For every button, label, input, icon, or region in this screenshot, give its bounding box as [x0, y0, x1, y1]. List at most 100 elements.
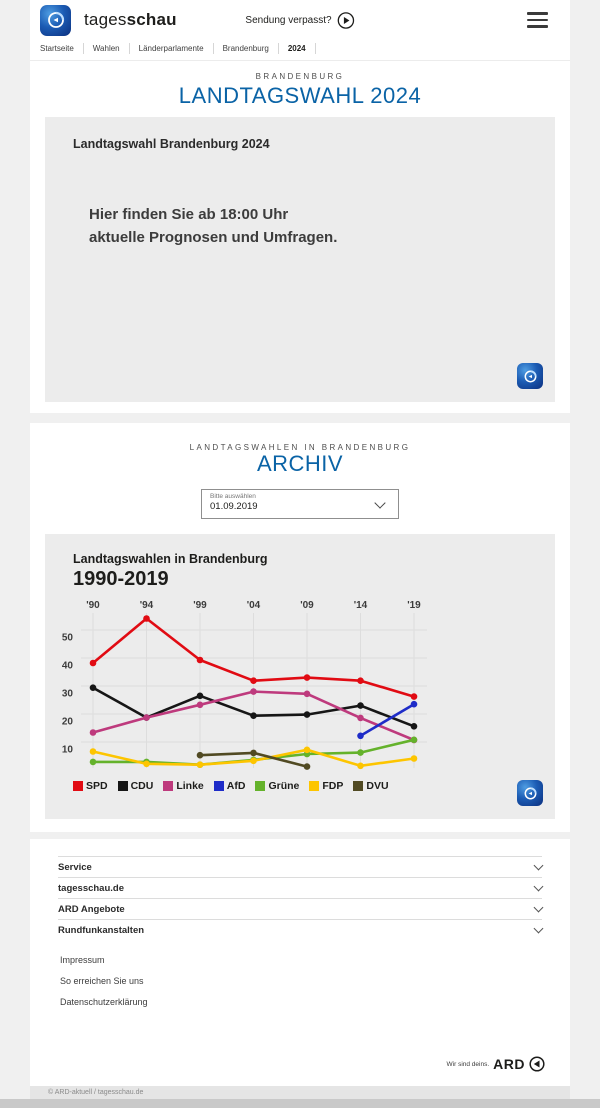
- accordion-label: tagesschau.de: [58, 882, 124, 894]
- footer-links: Impressum So erreichen Sie uns Datenschu…: [60, 950, 570, 1013]
- legend-swatch: [255, 781, 266, 792]
- play-icon[interactable]: [337, 11, 355, 29]
- legend-swatch: [163, 781, 174, 792]
- svg-text:40: 40: [62, 661, 74, 672]
- legend-item-linke: Linke: [163, 780, 204, 793]
- tagesschau-corner-logo-icon: [517, 363, 543, 390]
- breadcrumb-separator: [82, 43, 84, 54]
- breadcrumb: Startseite Wahlen Länderparlamente Brand…: [30, 40, 570, 61]
- breadcrumb-separator: [128, 43, 130, 54]
- site-header: tagesschau Sendung verpasst?: [30, 0, 570, 40]
- svg-text:'99: '99: [193, 600, 207, 611]
- ard-one-icon: [529, 1056, 545, 1072]
- accordion-label: Service: [58, 861, 92, 873]
- accordion-label: ARD Angebote: [58, 903, 125, 915]
- breadcrumb-separator: [212, 43, 214, 54]
- legend-label: SPD: [86, 780, 108, 793]
- legend-label: Grüne: [268, 780, 300, 793]
- chevron-down-icon[interactable]: [533, 902, 544, 913]
- svg-text:'90: '90: [86, 600, 100, 611]
- page-title: LANDTAGSWAHL 2024: [178, 83, 422, 108]
- ard-brand-lockup: Wir sind deins. ARD: [447, 1056, 545, 1072]
- svg-text:20: 20: [62, 717, 74, 728]
- legend-label: DVU: [366, 780, 389, 793]
- hero-kicker: BRANDENBURG: [255, 72, 345, 81]
- accordion-rundfunkanstalten[interactable]: Rundfunkanstalten: [58, 919, 544, 940]
- tagesschau-globe-icon: [524, 787, 537, 800]
- main-card: tagesschau Sendung verpasst? Startseite …: [30, 0, 570, 414]
- svg-text:'04: '04: [247, 600, 261, 611]
- breadcrumb-item-2024[interactable]: 2024: [287, 44, 306, 53]
- tagesschau-globe-icon: [524, 370, 537, 383]
- tagesschau-logo[interactable]: [40, 4, 71, 36]
- svg-text:'94: '94: [140, 600, 154, 611]
- svg-text:10: 10: [62, 745, 74, 756]
- legend-item-afd: AfD: [213, 780, 246, 793]
- breadcrumb-item-startseite[interactable]: Startseite: [40, 44, 74, 53]
- section-gap: [0, 413, 600, 424]
- accordion-ard-angebote[interactable]: ARD Angebote: [58, 898, 544, 919]
- chevron-down-icon[interactable]: [533, 881, 544, 892]
- archive-title: ARCHIV: [256, 451, 344, 477]
- breadcrumb-separator: [314, 43, 316, 54]
- teaser-heading: Landtagswahl Brandenburg 2024: [73, 137, 270, 152]
- footer-card: Service tagesschau.de ARD Angebote Rundf…: [30, 839, 570, 1087]
- legend-label: AfD: [226, 780, 246, 793]
- menu-button[interactable]: [527, 12, 548, 28]
- menu-bar: [527, 18, 548, 22]
- tagesschau-globe-icon: [47, 11, 64, 28]
- sendung-verpasst-link[interactable]: Sendung verpasst?: [245, 11, 355, 29]
- teaser-message-line1: Hier finden Sie ab 18:00 Uhr: [89, 206, 289, 224]
- menu-bar: [527, 25, 548, 28]
- teaser-message: Hier finden Sie ab 18:00 Uhr aktuelle Pr…: [89, 203, 527, 250]
- accordion-label: Rundfunkanstalten: [58, 924, 145, 936]
- brand-prefix: tages: [84, 10, 127, 29]
- footer-link-kontakt[interactable]: So erreichen Sie uns: [60, 976, 144, 987]
- legend-swatch: [117, 781, 128, 792]
- chevron-down-icon[interactable]: [533, 923, 544, 934]
- card-bottom-spacer: [30, 402, 570, 413]
- tagesschau-corner-logo-icon: [517, 780, 543, 807]
- election-line-chart: '90 '94 '99 '04 '09 '14 '19 10 20 30 40 50: [62, 600, 427, 771]
- brand-wordmark[interactable]: tagesschau: [84, 10, 177, 30]
- brand-suffix: schau: [126, 10, 177, 29]
- ard-wordmark: ARD: [493, 1056, 525, 1073]
- legend-item-spd: SPD: [73, 780, 108, 792]
- select-label: Bitte auswählen: [210, 493, 256, 501]
- copyright-text: © ARD-aktuell / tagesschau.de: [48, 1089, 144, 1097]
- chart-legend: SPD CDU Linke AfD Grüne FDP DVU: [73, 780, 555, 792]
- chevron-down-icon[interactable]: [533, 860, 544, 871]
- archive-kicker: LANDTAGSWAHLEN IN BRANDENBURG: [189, 443, 411, 453]
- accordion-service[interactable]: Service: [58, 856, 544, 877]
- archive-date-select[interactable]: Bitte auswählen 01.09.2019: [201, 489, 399, 520]
- menu-bar: [527, 12, 548, 15]
- copyright-strip: © ARD-aktuell / tagesschau.de: [30, 1086, 570, 1100]
- legend-item-cdu: CDU: [117, 780, 154, 793]
- breadcrumb-item-laenderparlamente[interactable]: Länderparlamente: [138, 44, 204, 53]
- election-teaser-panel: Landtagswahl Brandenburg 2024 Hier finde…: [45, 117, 555, 403]
- ard-claim: Wir sind deins.: [446, 1060, 490, 1068]
- chart-panel: Landtagswahlen in Brandenburg 1990-2019 …: [45, 534, 555, 820]
- accordion-tagesschau-de[interactable]: tagesschau.de: [58, 877, 544, 898]
- breadcrumb-separator: [277, 43, 279, 54]
- select-value: 01.09.2019: [210, 501, 258, 513]
- legend-swatch: [73, 781, 83, 792]
- section-gap: [0, 832, 600, 840]
- legend-swatch: [353, 781, 364, 792]
- chart-title: Landtagswahlen in Brandenburg: [73, 552, 268, 567]
- breadcrumb-item-brandenburg[interactable]: Brandenburg: [222, 44, 269, 53]
- legend-label: Linke: [176, 780, 204, 793]
- footer-link-impressum[interactable]: Impressum: [60, 955, 105, 966]
- legend-label: CDU: [130, 780, 154, 793]
- legend-item-fdp: FDP: [309, 780, 343, 792]
- svg-text:50: 50: [62, 633, 74, 644]
- hero-heading-block: BRANDENBURG LANDTAGSWAHL 2024: [30, 61, 570, 117]
- footer-link-datenschutz[interactable]: Datenschutzerklärung: [60, 997, 148, 1008]
- bottom-bar: [0, 1099, 600, 1108]
- archive-card: LANDTAGSWAHLEN IN BRANDENBURG ARCHIV Bit…: [30, 423, 570, 833]
- breadcrumb-item-wahlen[interactable]: Wahlen: [92, 44, 120, 53]
- legend-item-dvu: DVU: [353, 780, 389, 793]
- legend-item-grüne: Grüne: [255, 780, 299, 792]
- teaser-message-line2: aktuelle Prognosen und Umfragen.: [89, 229, 338, 247]
